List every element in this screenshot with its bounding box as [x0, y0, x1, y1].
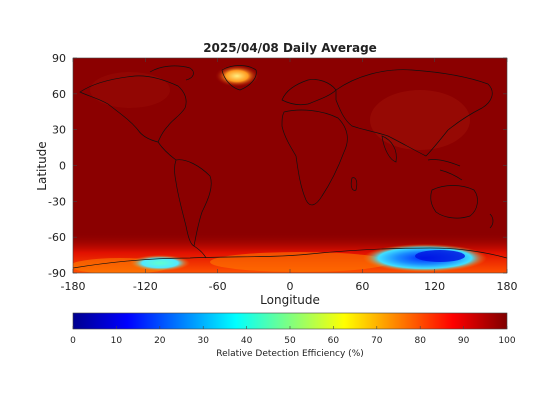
- southern-orange: [210, 252, 390, 272]
- y-tick-label: 30: [52, 124, 66, 137]
- colorbar-tick-label: 90: [458, 336, 470, 346]
- colorbar-tick-label: 20: [154, 336, 166, 346]
- greenland-hotspot: [215, 65, 259, 87]
- y-tick-label: 90: [52, 52, 66, 65]
- x-tick-label: 120: [424, 280, 445, 293]
- map-title: 2025/04/08 Daily Average: [203, 41, 377, 55]
- y-axis: 90 60 30 0 -30 -60 -90: [48, 52, 507, 280]
- x-tick-label: -120: [133, 280, 158, 293]
- coastlines: [73, 65, 507, 269]
- x-tick-label: -180: [61, 280, 86, 293]
- x-axis: -180 -120 -60 0 60 120 180: [61, 58, 518, 293]
- x-tick-label: 60: [355, 280, 369, 293]
- north-america-patch: [90, 72, 170, 108]
- colorbar-tick-label: 0: [70, 336, 76, 346]
- x-tick-label: 0: [287, 280, 294, 293]
- colorbar-tick-label: 80: [414, 336, 426, 346]
- colorbar-tick-label: 100: [498, 336, 515, 346]
- y-tick-label: -60: [48, 231, 66, 244]
- colorbar-tick-label: 10: [111, 336, 123, 346]
- y-tick-label: 60: [52, 88, 66, 101]
- colorbar-tick-label: 30: [197, 336, 209, 346]
- colorbar-tick-label: 70: [371, 336, 383, 346]
- map-plot-area: [73, 58, 507, 273]
- y-tick-label: -90: [48, 267, 66, 280]
- colorbar-tick-label: 50: [284, 336, 296, 346]
- west-antarctica-hotspot: [130, 255, 190, 271]
- x-tick-label: -60: [209, 280, 227, 293]
- colorbar-tick-label: 40: [241, 336, 253, 346]
- asia-patch: [370, 90, 470, 150]
- y-axis-label: Latitude: [35, 141, 49, 190]
- x-axis-label: Longitude: [260, 293, 320, 307]
- x-tick-label: 180: [497, 280, 518, 293]
- east-antarctica-core: [415, 250, 465, 262]
- colorbar-tick-label: 60: [328, 336, 340, 346]
- colorbar-ticks: 0 10 20 30 40 50 60 70 80 90 100: [70, 326, 516, 346]
- y-tick-label: -30: [48, 195, 66, 208]
- y-tick-label: 0: [59, 160, 66, 173]
- colorbar-label: Relative Detection Efficiency (%): [216, 349, 364, 359]
